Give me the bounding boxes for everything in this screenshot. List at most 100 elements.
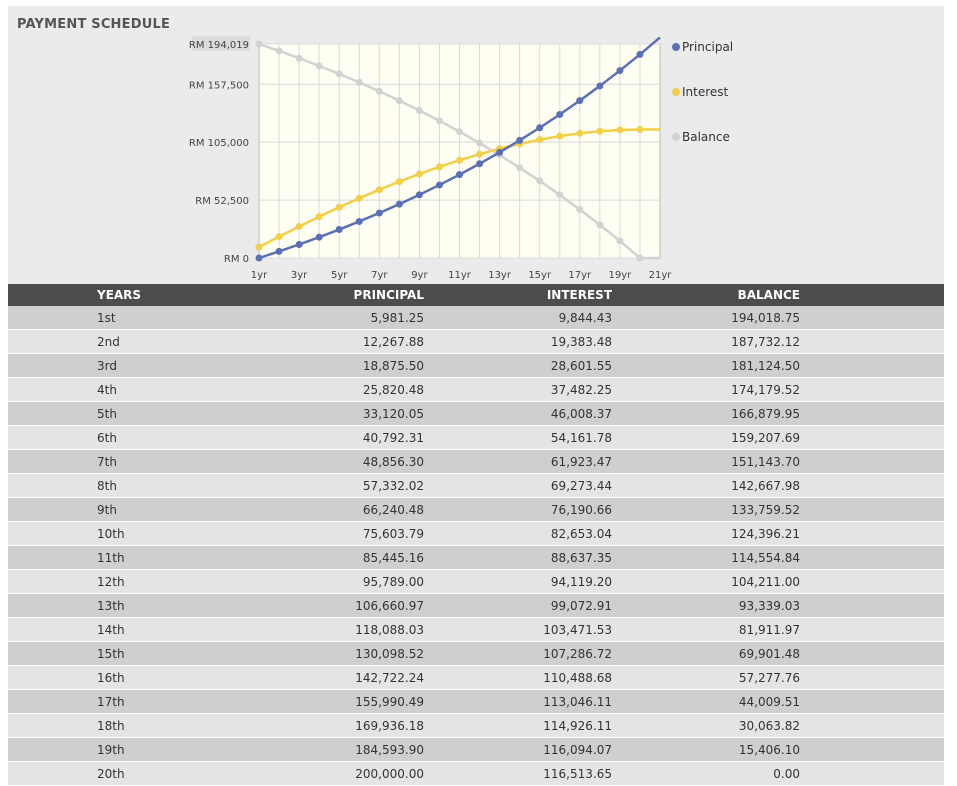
table-row: 15th 130,098.52 107,286.72 69,901.48 xyxy=(8,641,944,666)
table-row: 18th 169,936.18 114,926.11 30,063.82 xyxy=(8,713,944,738)
data-point-balance xyxy=(295,54,303,62)
data-point-balance xyxy=(476,139,484,147)
data-point-interest xyxy=(255,243,263,251)
cell-interest: 61,923.47 xyxy=(424,449,612,474)
cell-balance: 0.00 xyxy=(612,761,800,786)
table-row: 6th 40,792.31 54,161.78 159,207.69 xyxy=(8,425,944,450)
cell-interest: 116,513.65 xyxy=(424,761,612,786)
cell-year: 17th xyxy=(8,689,244,714)
data-point-principal xyxy=(636,50,644,58)
cell-balance: 174,179.52 xyxy=(612,377,800,402)
cell-balance: 15,406.10 xyxy=(612,737,800,762)
data-point-principal xyxy=(496,148,504,156)
legend-marker-principal xyxy=(672,43,680,51)
cell-spacer xyxy=(800,713,944,738)
cell-spacer xyxy=(800,761,944,786)
cell-year: 12th xyxy=(8,569,244,594)
data-point-principal xyxy=(415,191,423,199)
cell-spacer xyxy=(800,329,944,354)
data-point-principal xyxy=(355,217,363,225)
cell-principal: 57,332.02 xyxy=(244,473,424,498)
cell-principal: 75,603.79 xyxy=(244,521,424,546)
cell-principal: 33,120.05 xyxy=(244,401,424,426)
cell-principal: 40,792.31 xyxy=(244,425,424,450)
data-point-interest xyxy=(456,156,463,164)
cell-year: 15th xyxy=(8,641,244,666)
payment-chart: RM 0 RM 52,500 RM 105,000 RM 157,500 RM 194,… xyxy=(189,36,733,281)
table-body: 1st 5,981.25 9,844.43 194,018.75 2nd 12,267.8… xyxy=(8,306,944,786)
cell-interest: 94,119.20 xyxy=(424,569,612,594)
cell-interest: 110,488.68 xyxy=(424,665,612,690)
data-point-balance xyxy=(556,191,564,199)
legend-label-principal: Principal xyxy=(682,40,733,54)
cell-balance: 44,009.51 xyxy=(612,689,800,714)
cell-spacer xyxy=(800,641,944,666)
payment-schedule-table: YEARS PRINCIPAL INTEREST BALANCE 1st 5,98… xyxy=(8,284,944,786)
cell-year: 9th xyxy=(8,497,244,522)
data-point-balance xyxy=(516,164,524,172)
legend-label-balance: Balance xyxy=(682,130,730,144)
cell-spacer xyxy=(800,377,944,402)
table-row: 5th 33,120.05 46,008.37 166,879.95 xyxy=(8,401,944,426)
data-point-balance xyxy=(415,106,423,114)
cell-principal: 118,088.03 xyxy=(244,617,424,642)
cell-spacer xyxy=(800,401,944,426)
cell-interest: 19,383.48 xyxy=(424,329,612,354)
data-point-principal xyxy=(556,111,564,119)
table-row: 2nd 12,267.88 19,383.48 187,732.12 xyxy=(8,329,944,354)
table-row: 10th 75,603.79 82,653.04 124,396.21 xyxy=(8,521,944,546)
x-tick-label: 13yr xyxy=(488,270,512,281)
cell-spacer xyxy=(800,306,944,330)
data-point-principal xyxy=(456,171,463,179)
cell-spacer xyxy=(800,569,944,594)
header-balance: BALANCE xyxy=(612,284,800,306)
cell-year: 11th xyxy=(8,545,244,570)
cell-spacer xyxy=(800,425,944,450)
data-point-interest xyxy=(395,178,403,186)
table-row: 3rd 18,875.50 28,601.55 181,124.50 xyxy=(8,353,944,378)
cell-balance: 194,018.75 xyxy=(612,306,800,330)
cell-year: 10th xyxy=(8,521,244,546)
data-point-interest xyxy=(375,186,383,194)
cell-interest: 107,286.72 xyxy=(424,641,612,666)
data-point-principal xyxy=(435,181,443,189)
cell-principal: 5,981.25 xyxy=(244,306,424,330)
cell-year: 20th xyxy=(8,761,244,786)
cell-interest: 82,653.04 xyxy=(424,521,612,546)
table-row: 9th 66,240.48 76,190.66 133,759.52 xyxy=(8,497,944,522)
cell-spacer xyxy=(800,449,944,474)
data-point-interest xyxy=(355,194,363,202)
data-point-principal xyxy=(255,254,263,262)
data-point-interest xyxy=(556,132,564,140)
data-point-balance xyxy=(315,62,323,70)
cell-balance: 181,124.50 xyxy=(612,353,800,378)
data-point-interest xyxy=(315,213,323,221)
cell-interest: 9,844.43 xyxy=(424,306,612,330)
data-point-balance xyxy=(636,254,644,262)
table-row: 11th 85,445.16 88,637.35 114,554.84 xyxy=(8,545,944,570)
table-row: 14th 118,088.03 103,471.53 81,911.97 xyxy=(8,617,944,642)
x-tick-label: 9yr xyxy=(411,270,428,281)
data-point-principal xyxy=(315,233,323,241)
cell-principal: 169,936.18 xyxy=(244,713,424,738)
cell-interest: 114,926.11 xyxy=(424,713,612,738)
table-row: 17th 155,990.49 113,046.11 44,009.51 xyxy=(8,689,944,714)
data-point-balance xyxy=(456,128,463,136)
table-row: 1st 5,981.25 9,844.43 194,018.75 xyxy=(8,306,944,330)
cell-year: 7th xyxy=(8,449,244,474)
cell-interest: 54,161.78 xyxy=(424,425,612,450)
data-point-principal xyxy=(275,247,283,255)
header-interest: INTEREST xyxy=(424,284,612,306)
data-point-interest xyxy=(616,126,624,134)
cell-spacer xyxy=(800,521,944,546)
data-point-balance xyxy=(596,221,604,229)
x-tick-label: 11yr xyxy=(448,270,472,281)
cell-year: 6th xyxy=(8,425,244,450)
cell-spacer xyxy=(800,353,944,378)
page-title: PAYMENT SCHEDULE xyxy=(17,17,171,32)
data-point-interest xyxy=(415,170,423,178)
table-row: 12th 95,789.00 94,119.20 104,211.00 xyxy=(8,569,944,594)
cell-principal: 66,240.48 xyxy=(244,497,424,522)
x-tick-label: 17yr xyxy=(568,270,592,281)
cell-spacer xyxy=(800,737,944,762)
